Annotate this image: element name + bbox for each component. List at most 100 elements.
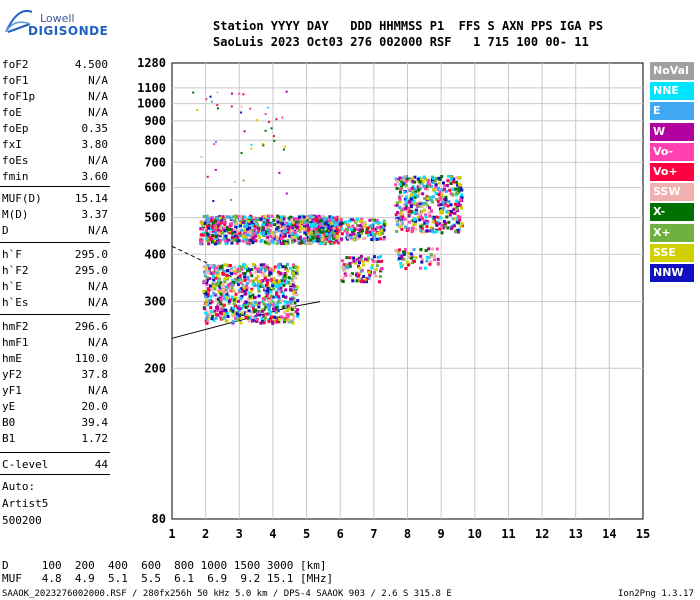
- echo-point: [272, 237, 276, 241]
- echo-point: [241, 289, 245, 293]
- echo-point: [450, 226, 454, 230]
- echo-point: [417, 213, 421, 216]
- echo-point: [405, 260, 409, 264]
- echo-point: [460, 196, 464, 200]
- echo-point: [240, 233, 244, 237]
- echo-point: [313, 214, 317, 218]
- echo-point: [353, 233, 357, 237]
- echo-point: [236, 276, 240, 280]
- echo-point: [345, 228, 349, 232]
- echo-point: [272, 287, 276, 291]
- echo-point: [277, 295, 281, 299]
- param-row-yf1: yF1 N/A: [2, 384, 108, 400]
- echo-point: [289, 300, 293, 304]
- echo-point: [201, 227, 205, 231]
- echo-point: [445, 210, 449, 214]
- echo-point: [279, 215, 283, 219]
- echo-point: [273, 223, 276, 226]
- legend-item-xplus: X+: [650, 223, 694, 242]
- echo-point: [218, 285, 222, 289]
- echo-point: [269, 235, 273, 238]
- y-tick-label: 80: [152, 512, 166, 526]
- param-value: 295.0: [74, 248, 108, 261]
- echo-point: [443, 187, 446, 191]
- echo-point: [247, 309, 251, 313]
- echo-point: [249, 289, 253, 293]
- echo-point: [223, 294, 226, 298]
- echo-point: [455, 191, 459, 195]
- echo-point: [266, 281, 269, 285]
- echo-point: [316, 227, 319, 231]
- echo-point: [398, 182, 402, 186]
- echo-point: [425, 259, 429, 263]
- echo-point: [219, 281, 223, 285]
- echo-point: [449, 178, 453, 182]
- echo-point: [255, 319, 259, 323]
- param-value: 20.0: [81, 400, 109, 413]
- echo-point: [265, 312, 269, 316]
- echo-point: [445, 215, 449, 219]
- echo-point: [332, 241, 336, 245]
- echo-point: [201, 233, 205, 237]
- echo-point: [434, 192, 438, 195]
- echo-point: [261, 264, 265, 268]
- x-tick-label: 1: [168, 527, 175, 541]
- echo-point: [346, 223, 350, 227]
- echo-point: [436, 257, 440, 261]
- echo-point: [250, 287, 254, 291]
- echo-point: [376, 232, 380, 235]
- echo-point: [247, 297, 250, 301]
- echo-point: [419, 215, 423, 219]
- echo-point: [357, 256, 361, 260]
- echo-point: [226, 284, 230, 288]
- echo-point: [429, 254, 433, 258]
- echo-point: [281, 291, 285, 295]
- param-row-fof1p: foF1p N/A: [2, 90, 108, 106]
- echo-point: [204, 267, 208, 270]
- echo-point: [379, 225, 383, 229]
- echo-point: [289, 312, 293, 316]
- echo-point: [227, 238, 231, 242]
- echo-point: [224, 290, 228, 294]
- echo-point: [434, 179, 437, 183]
- echo-point: [220, 317, 223, 321]
- echo-point: [308, 227, 312, 231]
- echo-point: [299, 235, 302, 239]
- echo-point: [416, 180, 420, 184]
- param-value: 3.60: [81, 170, 109, 183]
- echo-point: [286, 315, 290, 319]
- param-name: foF1p: [2, 90, 36, 103]
- echo-point: [284, 242, 288, 246]
- echo-point: [263, 276, 267, 280]
- echo-point: [439, 203, 443, 206]
- echo-point: [281, 222, 285, 226]
- echo-point: [373, 232, 376, 236]
- echo-point: [211, 234, 215, 237]
- x-tick-label: 4: [269, 527, 276, 541]
- x-tick-label: 7: [370, 527, 377, 541]
- echo-point: [206, 224, 209, 228]
- echo-point: [349, 274, 353, 277]
- echo-point-outlier: [238, 92, 241, 95]
- auto-code: 500200: [2, 514, 42, 527]
- echo-point: [426, 204, 430, 208]
- echo-point: [237, 215, 241, 218]
- echo-point: [293, 226, 297, 230]
- echo-point: [418, 266, 422, 270]
- echo-point: [245, 281, 249, 285]
- echo-point: [211, 218, 215, 222]
- echo-point: [410, 186, 414, 190]
- echo-point: [205, 278, 209, 282]
- param-row-fxi: fxI 3.80: [2, 138, 108, 154]
- echo-point: [398, 197, 402, 201]
- echo-point: [423, 197, 427, 201]
- echo-point: [233, 271, 237, 275]
- echo-point: [435, 223, 439, 227]
- echo-point: [323, 216, 327, 220]
- echo-point: [217, 284, 221, 287]
- echo-point: [428, 206, 431, 210]
- echo-point: [302, 217, 306, 221]
- echo-point: [457, 190, 461, 194]
- echo-point-outlier: [205, 98, 208, 101]
- echo-point: [255, 228, 259, 232]
